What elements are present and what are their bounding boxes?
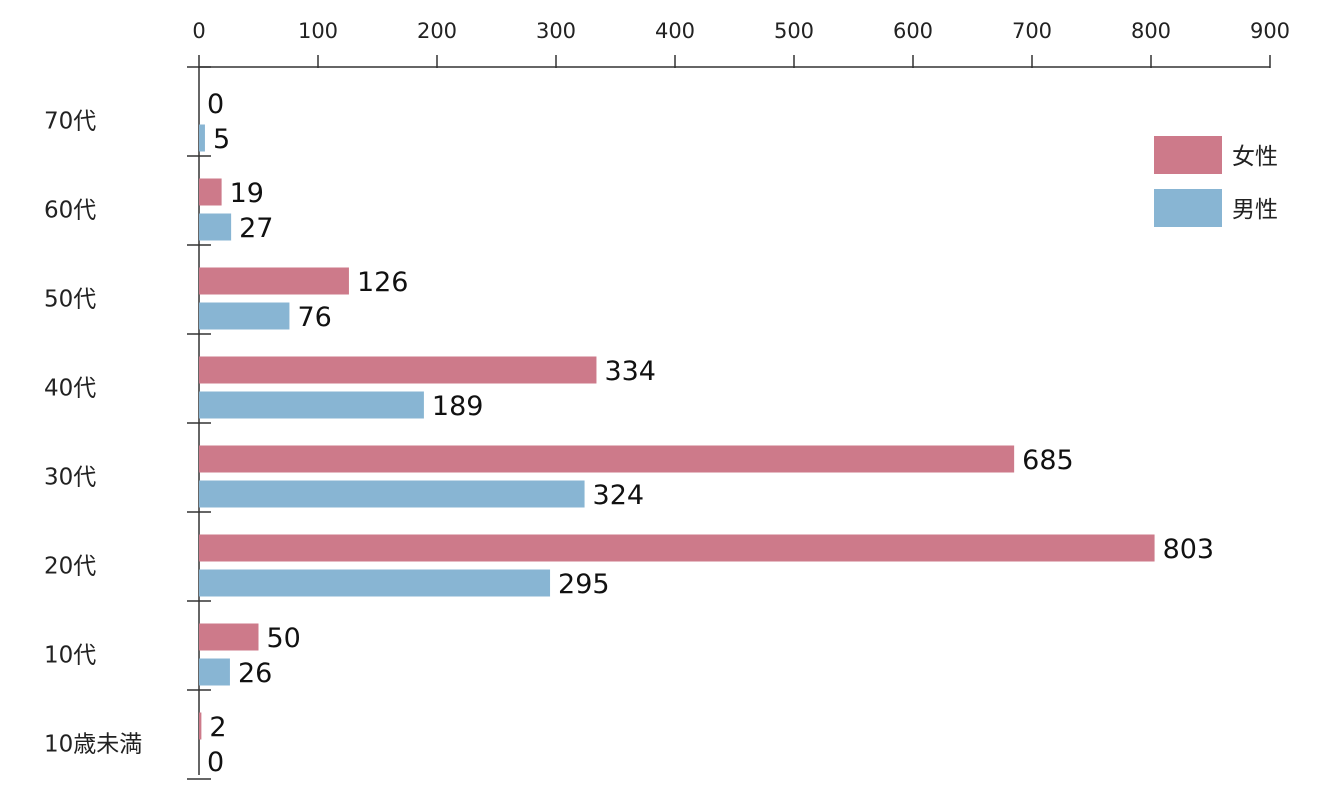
data-label: 295 [558, 569, 610, 600]
bar-female [199, 267, 349, 295]
category-label: 10代 [44, 643, 96, 669]
bar-male [199, 213, 232, 241]
data-label: 50 [267, 623, 301, 654]
bar-male [199, 302, 290, 330]
data-label: 189 [432, 391, 484, 422]
category-label: 20代 [44, 554, 96, 580]
x-tick-label: 900 [1250, 19, 1290, 43]
bar-female [199, 445, 1015, 473]
bar-female [199, 534, 1155, 562]
x-tick-label: 100 [298, 19, 338, 43]
data-label: 334 [604, 356, 656, 387]
legend-label: 女性 [1232, 144, 1278, 170]
data-label: 2 [209, 712, 226, 743]
category-label: 50代 [44, 287, 96, 313]
data-label: 27 [239, 213, 273, 244]
bar-male [199, 391, 424, 419]
bars-layer [199, 124, 1155, 740]
data-label: 19 [230, 178, 264, 209]
category-label: 30代 [44, 465, 96, 491]
data-label: 126 [357, 267, 409, 298]
bar-female [199, 178, 222, 206]
x-tick-label: 300 [536, 19, 576, 43]
bar-male [199, 124, 205, 152]
x-tick-label: 800 [1131, 19, 1171, 43]
data-label: 324 [593, 480, 645, 511]
data-label: 26 [238, 658, 272, 689]
bar-female [199, 356, 597, 384]
category-label: 60代 [44, 198, 96, 224]
bar-female [199, 712, 202, 740]
x-tick-label: 400 [655, 19, 695, 43]
category-label: 70代 [44, 109, 96, 135]
bar-male [199, 569, 551, 597]
category-label: 40代 [44, 376, 96, 402]
x-tick-label: 0 [192, 19, 205, 43]
data-label: 0 [207, 89, 224, 120]
data-label: 685 [1022, 445, 1074, 476]
bar-male [199, 480, 585, 508]
x-tick-label: 200 [417, 19, 457, 43]
labels-layer: 70代0560代192750代1267640代33418930代68532420… [44, 89, 1214, 778]
data-label: 76 [297, 302, 331, 333]
legend-swatch [1154, 136, 1222, 174]
bar-female [199, 623, 259, 651]
data-label: 0 [207, 747, 224, 778]
legend-label: 男性 [1232, 197, 1278, 223]
x-tick-label: 700 [1012, 19, 1052, 43]
data-label: 5 [213, 124, 230, 155]
legend-swatch [1154, 189, 1222, 227]
category-label: 10歳未満 [44, 732, 142, 758]
bar-male [199, 658, 230, 686]
x-tick-label: 600 [893, 19, 933, 43]
axis-layer: 0 100 200 300 400 500 600 700 800 900 [187, 19, 1290, 780]
data-label: 803 [1163, 534, 1215, 565]
x-tick-label: 500 [774, 19, 814, 43]
